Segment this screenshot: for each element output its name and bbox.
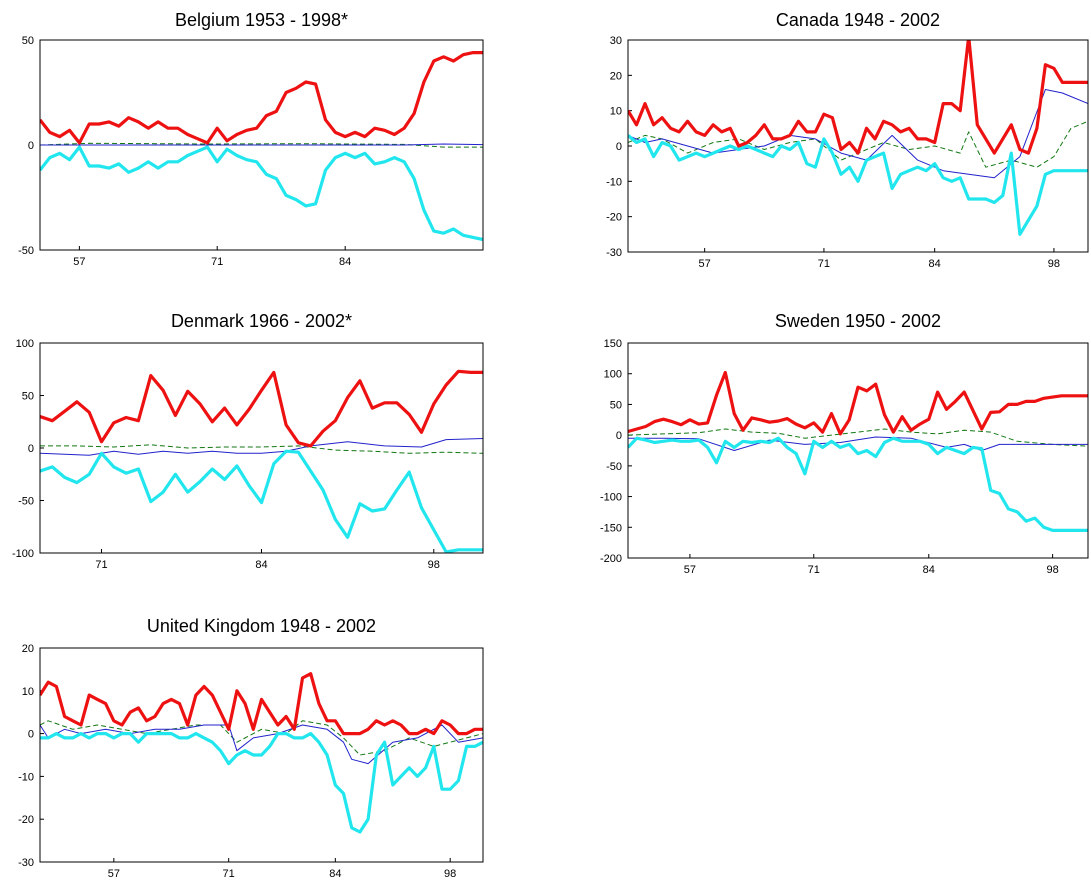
y-tick-label: 150 bbox=[604, 338, 622, 350]
panel-sweden: Sweden 1950 - 2002 -200 -150 -100 -50 0 50 100… bbox=[600, 305, 1089, 595]
x-tick-label: 98 bbox=[1048, 258, 1060, 270]
x-tick-label: 57 bbox=[699, 258, 711, 270]
plot-area: -50 0 50 57 71 84 bbox=[18, 35, 484, 268]
series-line-blue bbox=[40, 143, 483, 146]
series-line-cyan bbox=[628, 436, 1088, 532]
series-line-green bbox=[40, 444, 483, 454]
y-tick-label: -30 bbox=[18, 857, 34, 869]
plot-frame bbox=[627, 39, 1089, 253]
x-tick-label: 84 bbox=[255, 559, 267, 571]
series-line-blue bbox=[40, 438, 483, 456]
plot-area: -30 -20 -10 0 10 20 57 71 84 98 bbox=[18, 643, 484, 880]
chart-title: Belgium 1953 - 1998* bbox=[174, 10, 349, 30]
chart-title: Denmark 1966 - 2002* bbox=[170, 311, 353, 331]
chart-title: Canada 1948 - 2002 bbox=[775, 10, 941, 30]
y-tick-label: 100 bbox=[604, 369, 622, 381]
plot-frame bbox=[627, 342, 1089, 559]
y-tick-label: 10 bbox=[610, 106, 622, 118]
panel-denmark: Denmark 1966 - 2002* -100 -50 0 50 100 71 84 98 bbox=[12, 305, 484, 575]
panel-belgium: Belgium 1953 - 1998* -50 0 50 57 71 84 bbox=[18, 0, 484, 276]
series-line-red bbox=[628, 40, 1088, 155]
y-tick-label: -50 bbox=[606, 461, 622, 473]
x-tick-label: 84 bbox=[339, 256, 351, 268]
y-tick-label: 0 bbox=[616, 141, 622, 153]
y-tick-label: 20 bbox=[22, 643, 34, 655]
x-tick-label: 98 bbox=[1046, 564, 1058, 576]
y-tick-label: 0 bbox=[28, 443, 34, 455]
y-tick-label: 20 bbox=[610, 70, 622, 82]
series-line-red bbox=[40, 369, 483, 448]
y-tick-label: -150 bbox=[600, 522, 622, 534]
y-tick-label: -10 bbox=[18, 771, 34, 783]
series-line-red bbox=[628, 370, 1088, 436]
x-tick-label: 98 bbox=[444, 868, 456, 880]
y-tick-label: -20 bbox=[606, 212, 622, 224]
plot-frame bbox=[39, 342, 484, 554]
x-tick-label: 84 bbox=[923, 564, 935, 576]
x-tick-label: 71 bbox=[818, 258, 830, 270]
series-line-green bbox=[628, 428, 1088, 447]
x-tick-label: 57 bbox=[73, 256, 85, 268]
x-tick-label: 71 bbox=[211, 256, 223, 268]
x-tick-label: 71 bbox=[223, 868, 235, 880]
y-tick-label: 0 bbox=[28, 140, 34, 152]
plot-area: -30 -20 -10 0 10 20 30 57 71 84 98 bbox=[606, 35, 1089, 270]
plot-area: -100 -50 0 50 100 71 84 98 bbox=[12, 338, 484, 571]
x-tick-label: 84 bbox=[929, 258, 941, 270]
series-line-green bbox=[40, 142, 483, 148]
y-tick-label: -50 bbox=[18, 245, 34, 257]
chart-title: Sweden 1950 - 2002 bbox=[774, 311, 942, 331]
panel-canada: Canada 1948 - 2002 -30 -20 -10 0 10 20 30 57 71 8… bbox=[606, 0, 1089, 286]
y-tick-label: -100 bbox=[600, 492, 622, 504]
series-line-blue bbox=[40, 724, 483, 765]
y-tick-label: 50 bbox=[22, 391, 34, 403]
x-tick-label: 84 bbox=[329, 868, 341, 880]
series-line-cyan bbox=[40, 145, 483, 242]
y-tick-label: 50 bbox=[22, 35, 34, 47]
series-line-red bbox=[40, 672, 483, 736]
x-tick-label: 57 bbox=[684, 564, 696, 576]
series-line-cyan bbox=[40, 449, 483, 553]
series-line-red bbox=[40, 51, 483, 145]
y-tick-label: -10 bbox=[606, 176, 622, 188]
chart-title: United Kingdom 1948 - 2002 bbox=[146, 616, 377, 636]
x-tick-label: 57 bbox=[108, 868, 120, 880]
y-tick-label: -200 bbox=[600, 553, 622, 565]
plot-frame bbox=[39, 39, 484, 251]
x-tick-label: 71 bbox=[95, 559, 107, 571]
y-tick-label: -50 bbox=[18, 496, 34, 508]
series-line-blue bbox=[628, 89, 1088, 179]
series-line-green bbox=[628, 120, 1088, 168]
series-line-cyan bbox=[628, 134, 1088, 236]
y-tick-label: 50 bbox=[610, 399, 622, 411]
plot-frame bbox=[39, 647, 484, 863]
x-tick-label: 98 bbox=[428, 559, 440, 571]
plot-area: -200 -150 -100 -50 0 50 100 150 57 71 84 98 bbox=[600, 338, 1089, 576]
y-tick-label: -20 bbox=[18, 814, 34, 826]
y-tick-label: 100 bbox=[16, 338, 34, 350]
panel-united-kingdom: United Kingdom 1948 - 2002 -30 -20 -10 0 10 2… bbox=[18, 612, 484, 894]
series-line-cyan bbox=[40, 731, 483, 834]
x-tick-label: 71 bbox=[808, 564, 820, 576]
y-tick-label: -100 bbox=[12, 548, 34, 560]
y-tick-label: 0 bbox=[28, 729, 34, 741]
series-line-green bbox=[40, 720, 483, 756]
y-tick-label: 10 bbox=[22, 686, 34, 698]
y-tick-label: 30 bbox=[610, 35, 622, 47]
y-tick-label: 0 bbox=[616, 430, 622, 442]
y-tick-label: -30 bbox=[606, 247, 622, 259]
